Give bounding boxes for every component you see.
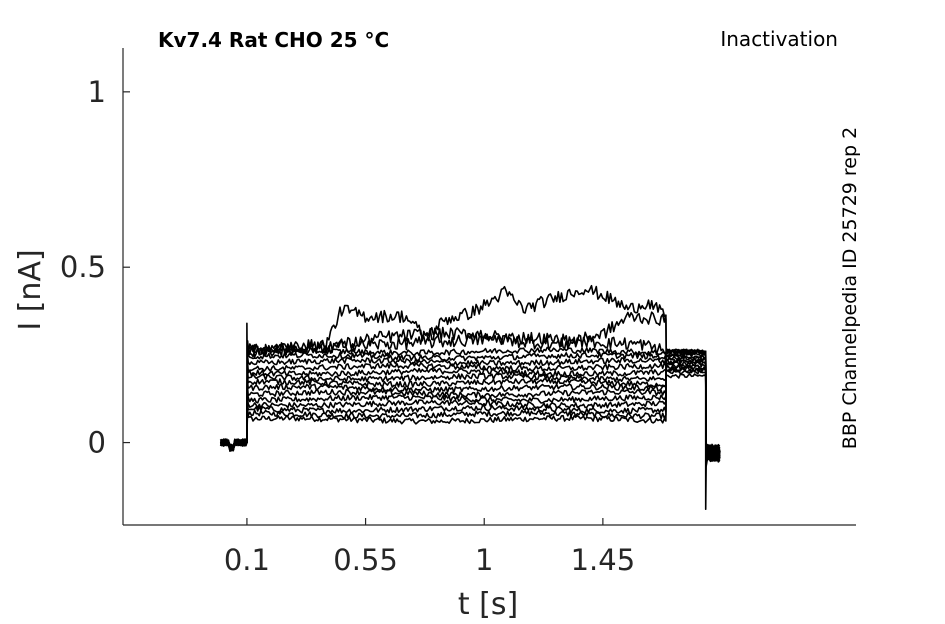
x-tick-label: 1.45 bbox=[571, 543, 636, 577]
x-tick-label: 1 bbox=[475, 543, 493, 577]
x-tick-label: 0.55 bbox=[333, 543, 398, 577]
labels: Kv7.4 Rat CHO 25 °C Inactivation BBP Cha… bbox=[13, 27, 861, 622]
trace-line bbox=[219, 353, 721, 460]
y-tick-label: 0 bbox=[88, 426, 106, 460]
traces bbox=[219, 284, 721, 510]
trace-line bbox=[219, 322, 721, 510]
trace-line bbox=[220, 369, 721, 462]
trace-line bbox=[220, 364, 721, 462]
trace-line bbox=[220, 311, 721, 463]
trace-line bbox=[219, 343, 721, 462]
trace-line bbox=[220, 352, 721, 459]
trace-line bbox=[219, 362, 721, 462]
trace-line bbox=[220, 348, 721, 461]
x-tick-label: 0.1 bbox=[224, 543, 270, 577]
x-axis-title: t [s] bbox=[458, 587, 518, 622]
protocol-label: Inactivation bbox=[720, 27, 838, 51]
y-tick-label: 1 bbox=[88, 75, 106, 109]
trace-line bbox=[220, 361, 721, 461]
trace-line bbox=[219, 359, 721, 462]
axes: 0.1 0.55 1 1.45 0 0.5 1 bbox=[60, 48, 856, 577]
chart-title: Kv7.4 Rat CHO 25 °C bbox=[158, 28, 389, 52]
y-tick-label: 0.5 bbox=[60, 250, 106, 284]
side-label: BBP Channelpedia ID 25729 rep 2 bbox=[839, 127, 861, 449]
trace-line bbox=[220, 367, 721, 462]
trace-line bbox=[219, 366, 721, 463]
trace-line bbox=[219, 284, 721, 462]
trace-line bbox=[219, 357, 721, 463]
y-axis-title: I [nA] bbox=[13, 249, 48, 330]
trace-line bbox=[219, 355, 721, 466]
